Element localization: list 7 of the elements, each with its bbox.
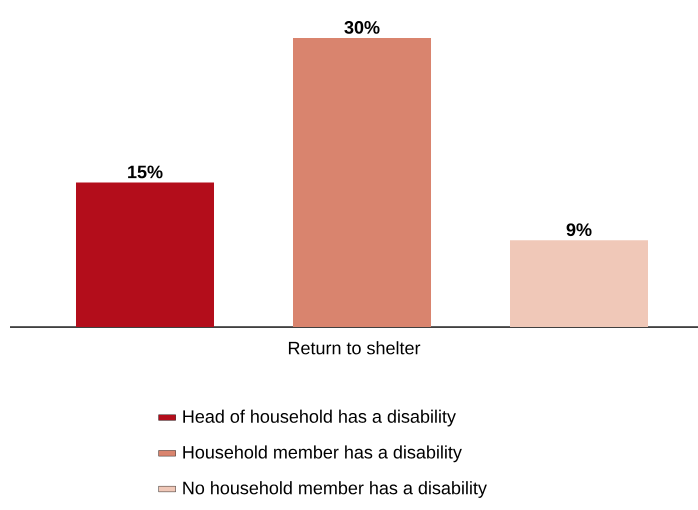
data-label: 15% [128,166,163,178]
data-label: 30% [344,21,380,34]
legend-label: Household member has a disability [183,445,462,462]
x-axis-title: Return to shelter [288,341,420,354]
legend-label: No household member has a disability [183,481,487,498]
legend-label: Head of household has a disability [183,410,456,426]
data-label: 9% [566,223,592,236]
